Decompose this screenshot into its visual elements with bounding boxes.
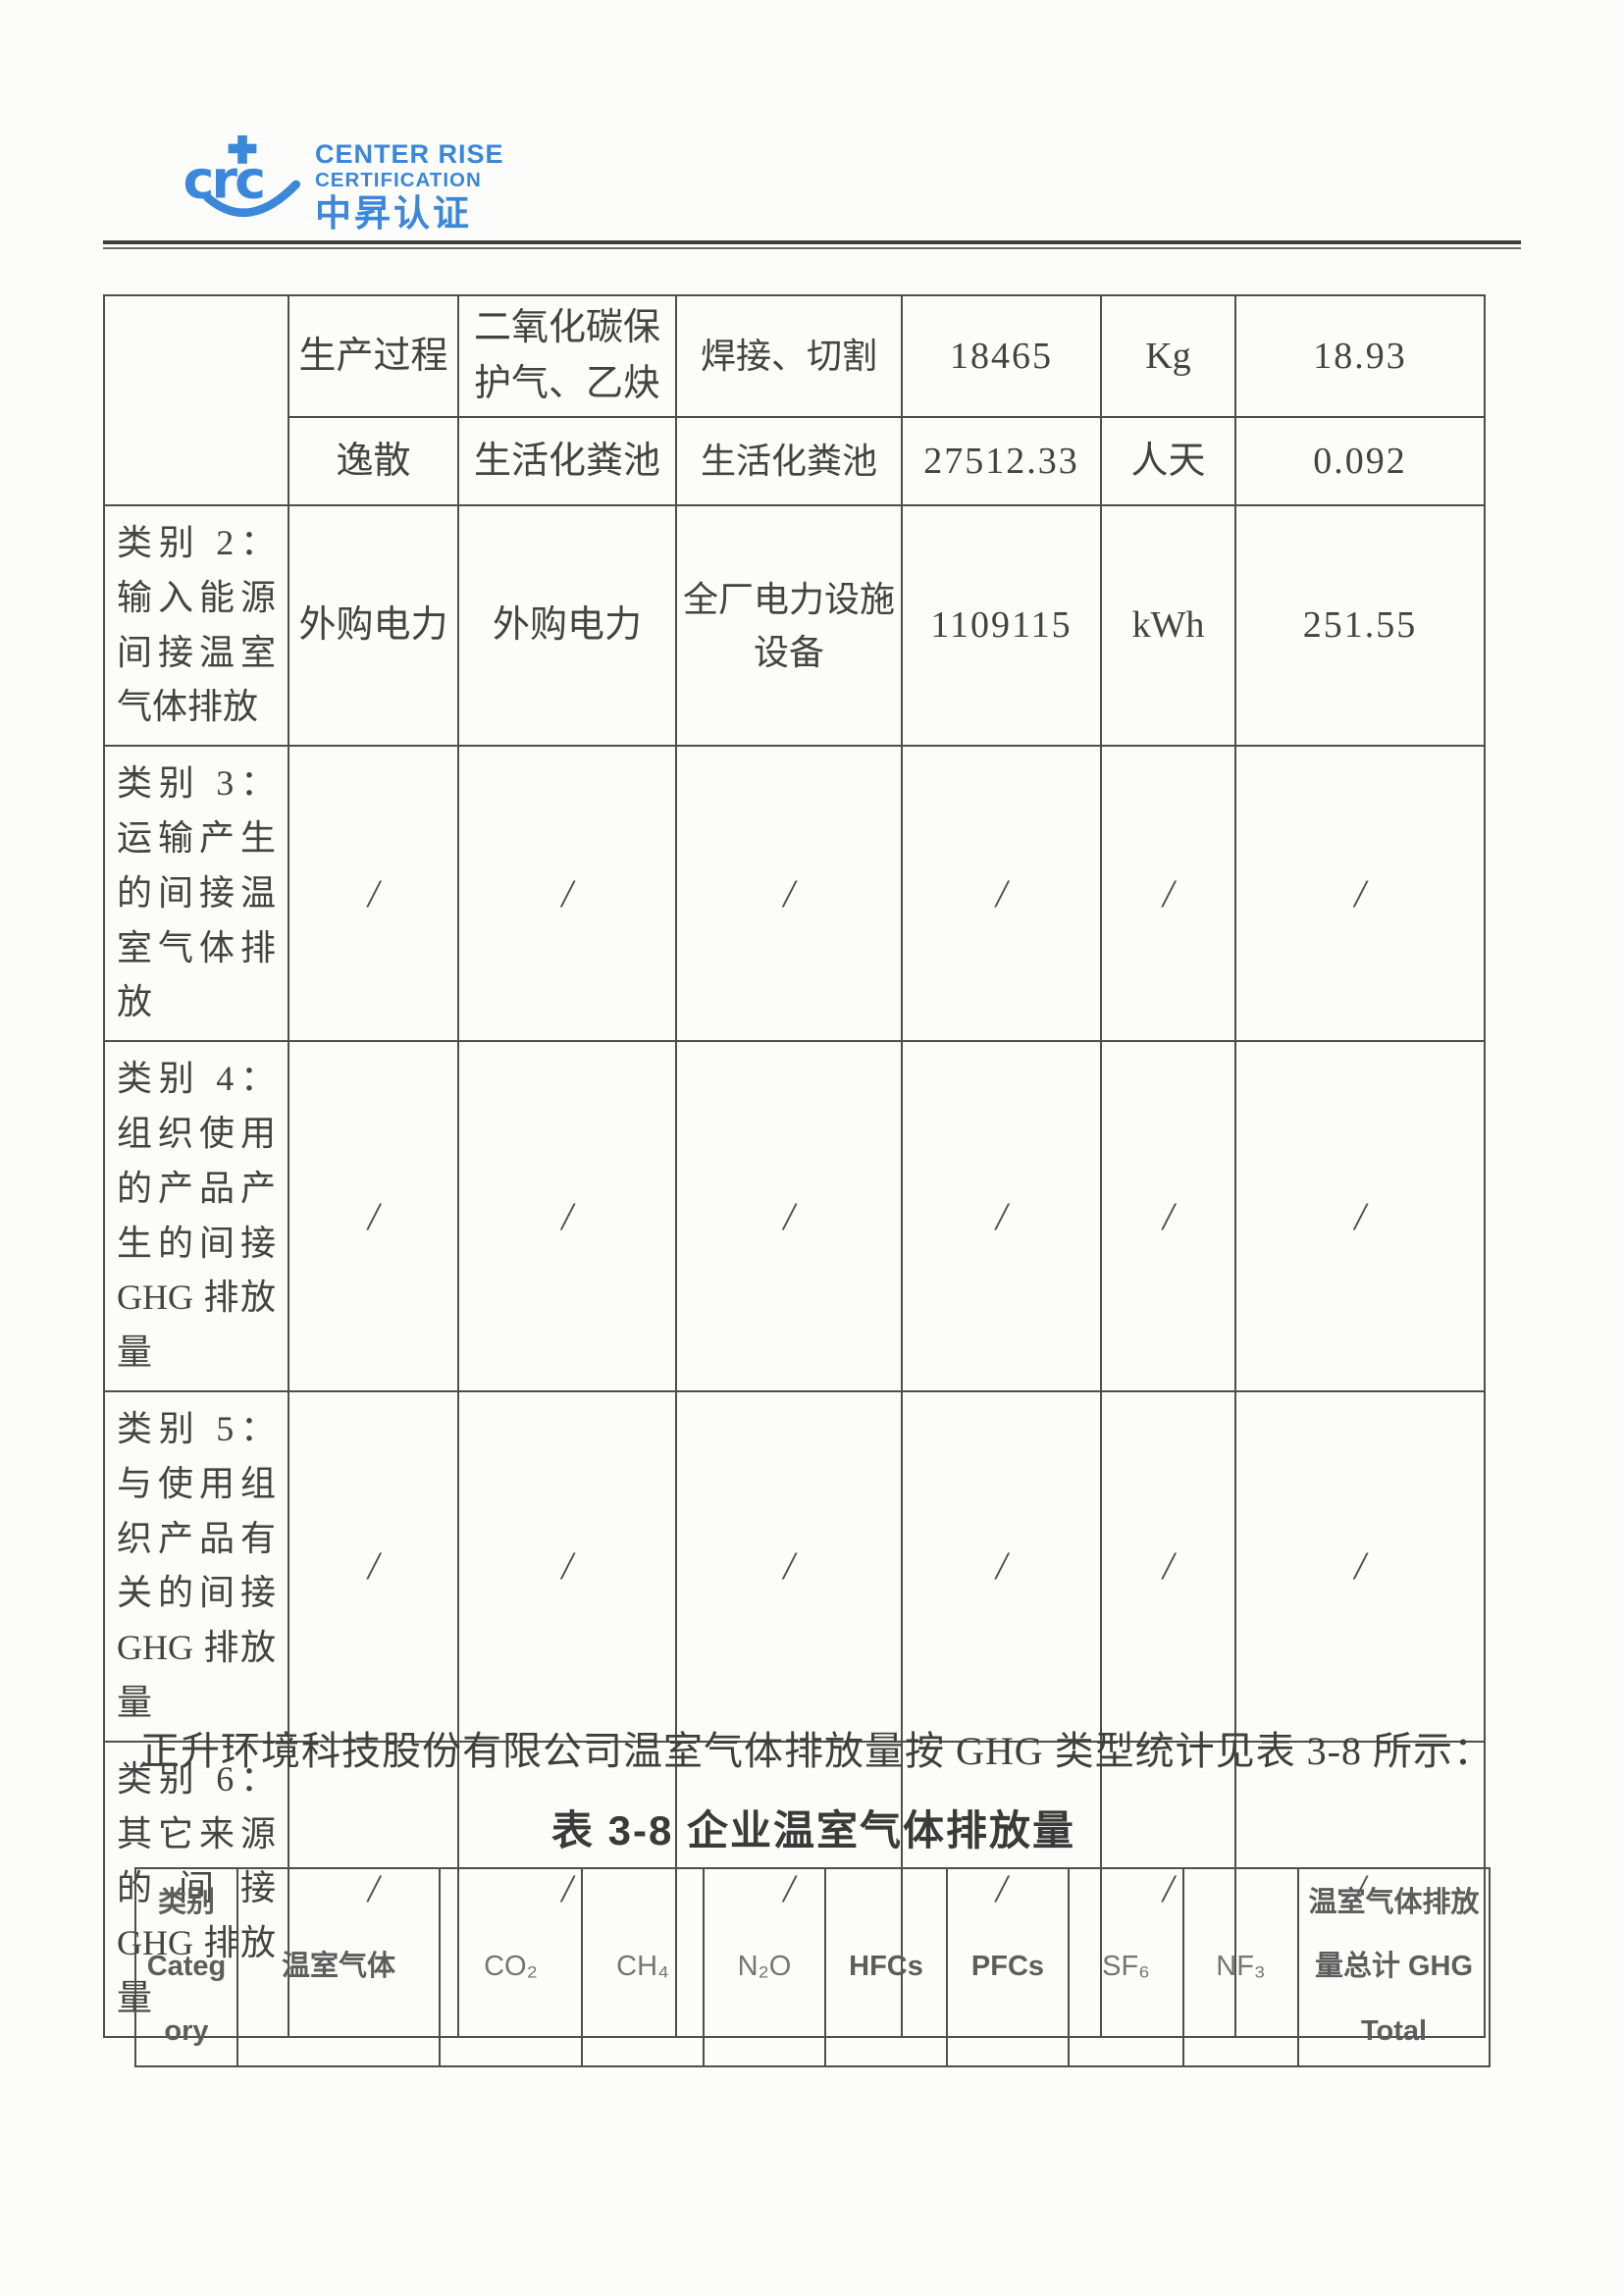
emission-cell: 251.55 bbox=[1234, 503, 1486, 748]
logo-name-en-line1: CENTER RISE bbox=[315, 139, 504, 169]
facility-cell: 全厂电力设施设备 bbox=[675, 503, 903, 748]
logo-name-cn: 中昇认证 bbox=[315, 192, 472, 234]
svg-text:crc: crc bbox=[183, 148, 264, 210]
header-nf3: NF₃ bbox=[1182, 1867, 1299, 2067]
header-category: 类别 Category bbox=[134, 1867, 238, 2067]
quantity-cell: 18465 bbox=[901, 294, 1102, 418]
header-ch4: CH₄ bbox=[581, 1867, 705, 2067]
sub-category-cell: 生产过程 bbox=[288, 294, 459, 418]
facility-cell: 生活化粪池 bbox=[675, 416, 903, 506]
table-row: 生产过程 二氧化碳保护气、乙炔 焊接、切割 18465 Kg 18.93 bbox=[103, 294, 1486, 506]
facility-cell: / bbox=[675, 1040, 903, 1392]
category-cell: 类别 2：输入能源间接温室气体排放 bbox=[103, 503, 289, 748]
table-row: 类别 3：运输产生的间接温室气体排放 / / / / / / bbox=[103, 745, 1486, 1043]
table-row: 类别 4：组织使用的产品产生的间接 GHG 排放量 / / / / / / bbox=[103, 1040, 1486, 1392]
emission-cell: / bbox=[1234, 745, 1486, 1043]
emission-cell: 18.93 bbox=[1234, 294, 1486, 418]
header-co2: CO₂ bbox=[439, 1867, 583, 2067]
header-n2o: N₂O bbox=[703, 1867, 826, 2067]
sub-category-cell: / bbox=[288, 1389, 459, 1743]
quantity-cell: / bbox=[901, 1040, 1102, 1392]
sub-category-cell: 逸散 bbox=[288, 416, 459, 506]
emission-source-cell: 生活化粪池 bbox=[457, 416, 677, 506]
table-row: 逸散 生活化粪池 生活化粪池 27512.33 人天 0.092 bbox=[104, 416, 1486, 506]
table-header-row: 类别 Category 温室气体 CO₂ CH₄ N₂O HFCs PFCs S… bbox=[134, 1867, 1491, 2067]
unit-cell: / bbox=[1100, 1389, 1236, 1743]
facility-cell: 焊接、切割 bbox=[675, 294, 903, 418]
emission-cell: 0.092 bbox=[1234, 416, 1486, 506]
unit-cell: / bbox=[1100, 745, 1236, 1043]
body-paragraph: 正升环境科技股份有限公司温室气体排放量按 GHG 类型统计见表 3-8 所示： bbox=[140, 1729, 1493, 1773]
emission-cell: / bbox=[1234, 1389, 1486, 1743]
header-greenhouse-gas: 温室气体 bbox=[236, 1867, 441, 2067]
header-rule-bottom bbox=[103, 247, 1521, 249]
table-3-8-title: 表 3-8 企业温室气体排放量 bbox=[550, 1807, 1076, 1853]
category-cell: 类别 5：与使用组织产品有关的间接 GHG 排放量 bbox=[103, 1389, 289, 1743]
unit-cell: kWh bbox=[1100, 503, 1236, 748]
unit-cell: / bbox=[1100, 1040, 1236, 1392]
header-sf6: SF₆ bbox=[1068, 1867, 1184, 2067]
quantity-cell: 1109115 bbox=[901, 503, 1102, 748]
table-row: 类别 5：与使用组织产品有关的间接 GHG 排放量 / / / / / / bbox=[103, 1389, 1486, 1743]
facility-cell: / bbox=[675, 745, 903, 1043]
sub-category-cell: / bbox=[288, 1040, 459, 1392]
quantity-cell: / bbox=[901, 1389, 1102, 1743]
logo-name-en-line2: CERTIFICATION bbox=[315, 169, 482, 191]
facility-cell: / bbox=[675, 1389, 903, 1743]
header-ghg-total: 温室气体排放量总计 GHG Total bbox=[1297, 1867, 1491, 2067]
emission-source-cell: 外购电力 bbox=[457, 503, 677, 748]
header-pfcs: PFCs bbox=[946, 1867, 1070, 2067]
category-cell: 类别 4：组织使用的产品产生的间接 GHG 排放量 bbox=[103, 1040, 289, 1392]
emission-cell: / bbox=[1234, 1040, 1486, 1392]
quantity-cell: 27512.33 bbox=[901, 416, 1102, 506]
sub-category-cell: / bbox=[288, 745, 459, 1043]
sub-category-cell: 外购电力 bbox=[288, 503, 459, 748]
category-cell: 类别 3：运输产生的间接温室气体排放 bbox=[103, 745, 289, 1043]
unit-cell: Kg bbox=[1100, 294, 1236, 418]
header-rule-top bbox=[103, 240, 1521, 244]
table-row: 类别 2：输入能源间接温室气体排放 外购电力 外购电力 全厂电力设施设备 110… bbox=[103, 503, 1486, 748]
logo-text-block: CENTER RISE CERTIFICATION 中昇认证 bbox=[315, 135, 504, 232]
emission-source-cell: 二氧化碳保护气、乙炔 bbox=[457, 294, 677, 418]
emission-source-cell: / bbox=[457, 1040, 677, 1392]
ghg-type-table: 类别 Category 温室气体 CO₂ CH₄ N₂O HFCs PFCs S… bbox=[134, 1867, 1491, 2067]
unit-cell: 人天 bbox=[1100, 416, 1236, 506]
crc-logo-icon: crc bbox=[183, 135, 301, 217]
quantity-cell: / bbox=[901, 745, 1102, 1043]
header-hfcs: HFCs bbox=[824, 1867, 948, 2067]
company-logo: crc CENTER RISE CERTIFICATION 中昇认证 bbox=[180, 135, 504, 232]
category-cell bbox=[103, 294, 289, 506]
emission-source-cell: / bbox=[457, 1389, 677, 1743]
emission-source-cell: / bbox=[457, 745, 677, 1043]
ghg-emissions-table: 生产过程 二氧化碳保护气、乙炔 焊接、切割 18465 Kg 18.93 逸散 … bbox=[103, 294, 1486, 2038]
